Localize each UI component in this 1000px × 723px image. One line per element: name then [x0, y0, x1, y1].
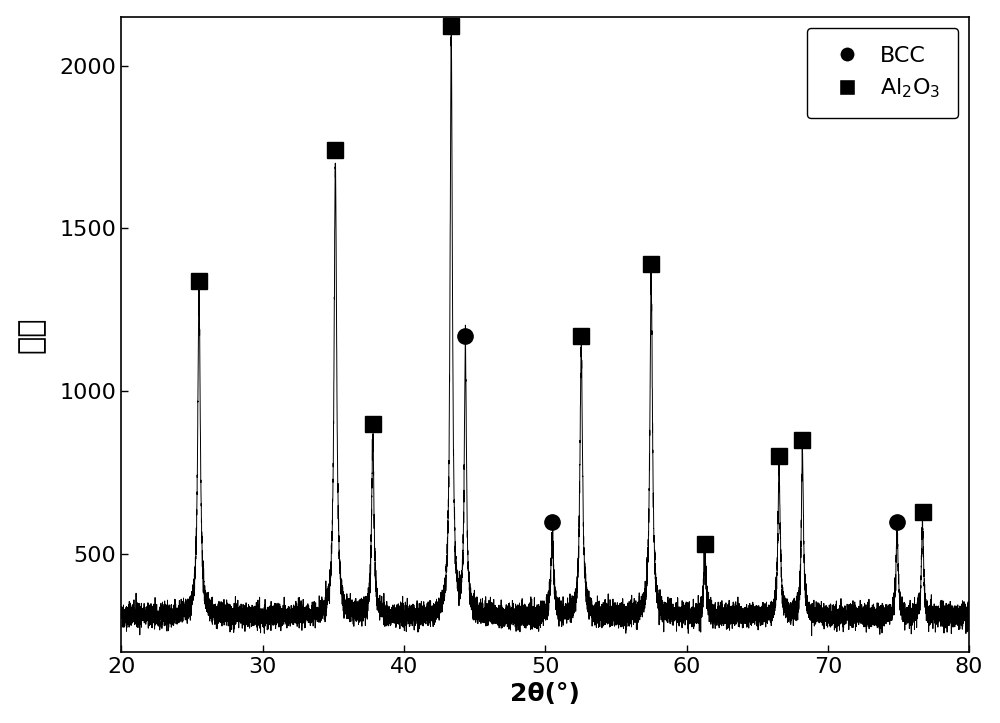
- Legend: BCC, Al$_2$O$_3$: BCC, Al$_2$O$_3$: [807, 27, 958, 118]
- Y-axis label: 强度: 强度: [17, 316, 46, 353]
- X-axis label: 2θ(°): 2θ(°): [510, 683, 580, 706]
